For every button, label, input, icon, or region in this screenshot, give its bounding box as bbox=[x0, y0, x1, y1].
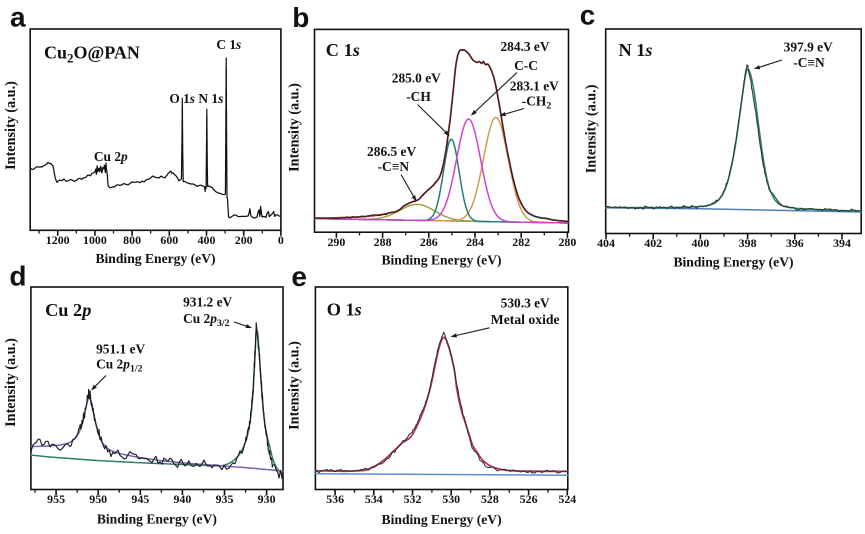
svg-text:935: 935 bbox=[216, 492, 234, 506]
svg-text:Binding Energy (eV): Binding Energy (eV) bbox=[381, 252, 501, 268]
svg-text:c: c bbox=[580, 0, 596, 31]
svg-text:Cu 2p: Cu 2p bbox=[94, 149, 128, 164]
svg-text:931.2 eV: 931.2 eV bbox=[183, 295, 232, 310]
svg-text:O 1s N 1s: O 1s N 1s bbox=[169, 91, 223, 106]
svg-text:284: 284 bbox=[466, 235, 484, 249]
svg-text:524: 524 bbox=[558, 492, 576, 506]
svg-text:Intensity (a.u.): Intensity (a.u.) bbox=[287, 341, 303, 430]
svg-text:N 1s: N 1s bbox=[619, 40, 653, 60]
svg-text:Intensity (a.u.): Intensity (a.u.) bbox=[3, 338, 19, 427]
svg-text:404: 404 bbox=[597, 236, 615, 250]
svg-text:Metal oxide: Metal oxide bbox=[491, 312, 560, 327]
svg-text:Intensity (a.u.): Intensity (a.u.) bbox=[584, 84, 600, 173]
svg-text:600: 600 bbox=[160, 233, 178, 247]
svg-text:Binding Energy (eV): Binding Energy (eV) bbox=[673, 254, 793, 270]
svg-text:951.1 eV: 951.1 eV bbox=[96, 342, 145, 357]
svg-text:940: 940 bbox=[173, 492, 191, 506]
svg-text:Intensity (a.u.): Intensity (a.u.) bbox=[3, 81, 19, 170]
svg-text:O 1s: O 1s bbox=[327, 299, 362, 319]
svg-text:398: 398 bbox=[739, 236, 757, 250]
svg-text:1200: 1200 bbox=[46, 233, 70, 247]
svg-text:Cu 2p: Cu 2p bbox=[45, 300, 91, 320]
svg-text:284.3 eV: 284.3 eV bbox=[500, 39, 549, 54]
svg-text:b: b bbox=[292, 2, 309, 33]
svg-text:286: 286 bbox=[420, 235, 438, 249]
svg-text:-C≡N: -C≡N bbox=[378, 159, 410, 174]
svg-text:955: 955 bbox=[47, 492, 65, 506]
svg-text:283.1 eV: 283.1 eV bbox=[510, 79, 559, 94]
svg-text:945: 945 bbox=[131, 492, 149, 506]
svg-text:286.5 eV: 286.5 eV bbox=[367, 144, 416, 159]
svg-text:200: 200 bbox=[235, 233, 253, 247]
svg-text:530: 530 bbox=[442, 492, 460, 506]
svg-text:280: 280 bbox=[558, 235, 576, 249]
svg-text:C-C: C-C bbox=[514, 58, 538, 73]
svg-text:Binding Energy (eV): Binding Energy (eV) bbox=[97, 511, 217, 527]
svg-text:526: 526 bbox=[520, 492, 538, 506]
svg-text:1000: 1000 bbox=[83, 233, 107, 247]
svg-text:-CH2: -CH2 bbox=[522, 94, 552, 112]
svg-text:Cu2O@PAN: Cu2O@PAN bbox=[44, 43, 140, 66]
svg-text:C 1s: C 1s bbox=[326, 40, 360, 60]
svg-text:400: 400 bbox=[691, 236, 709, 250]
svg-text:394: 394 bbox=[833, 236, 851, 250]
svg-text:Binding Energy (eV): Binding Energy (eV) bbox=[95, 251, 215, 267]
svg-text:532: 532 bbox=[404, 492, 422, 506]
svg-text:Intensity (a.u.): Intensity (a.u.) bbox=[287, 83, 303, 172]
svg-text:534: 534 bbox=[365, 492, 383, 506]
svg-text:536: 536 bbox=[326, 492, 344, 506]
svg-text:282: 282 bbox=[512, 235, 530, 249]
svg-text:d: d bbox=[9, 260, 26, 291]
svg-text:397.9 eV: 397.9 eV bbox=[784, 40, 833, 55]
svg-text:285.0 eV: 285.0 eV bbox=[392, 71, 441, 86]
svg-text:e: e bbox=[291, 261, 307, 292]
svg-text:396: 396 bbox=[786, 236, 804, 250]
svg-text:-CH: -CH bbox=[406, 89, 431, 104]
svg-text:800: 800 bbox=[123, 233, 141, 247]
svg-text:288: 288 bbox=[374, 235, 392, 249]
svg-text:530.3 eV: 530.3 eV bbox=[501, 296, 550, 311]
svg-text:528: 528 bbox=[481, 492, 499, 506]
svg-text:0: 0 bbox=[278, 233, 284, 247]
svg-text:Binding Energy (eV): Binding Energy (eV) bbox=[382, 512, 502, 528]
svg-text:400: 400 bbox=[198, 233, 216, 247]
svg-text:930: 930 bbox=[258, 492, 276, 506]
svg-text:402: 402 bbox=[644, 236, 662, 250]
svg-text:C 1s: C 1s bbox=[216, 37, 241, 52]
svg-text:950: 950 bbox=[89, 492, 107, 506]
svg-text:290: 290 bbox=[327, 235, 345, 249]
svg-text:a: a bbox=[10, 1, 26, 32]
svg-text:-C≡N: -C≡N bbox=[793, 55, 825, 70]
